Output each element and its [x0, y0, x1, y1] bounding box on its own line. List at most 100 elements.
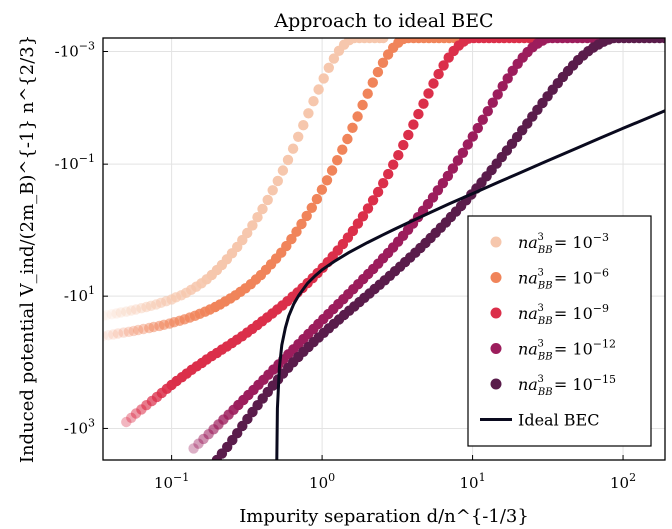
- data-point: [118, 327, 129, 338]
- data-point: [108, 329, 119, 340]
- data-point: [408, 119, 419, 130]
- data-point: [316, 184, 328, 195]
- data-point: [115, 307, 127, 318]
- data-point: [282, 154, 294, 166]
- series-group: [103, 38, 665, 460]
- data-point: [313, 84, 324, 95]
- legend-label-exp: −6: [593, 267, 609, 280]
- legend-label-sup: 3: [538, 268, 544, 279]
- data-point: [286, 233, 297, 245]
- data-point: [112, 328, 124, 339]
- legend-label-eq: =: [554, 233, 573, 252]
- x-tick-label: 10−1: [154, 471, 189, 492]
- series-5: [211, 38, 665, 460]
- data-point: [323, 62, 334, 73]
- data-point: [106, 309, 117, 320]
- data-point: [311, 193, 323, 205]
- data-point: [357, 211, 369, 222]
- data-point: [242, 227, 253, 239]
- x-tick-label: 100: [309, 471, 335, 492]
- data-point: [287, 143, 299, 154]
- data-point: [321, 175, 333, 186]
- legend-label-eq: =: [554, 375, 573, 394]
- y-tick-label: -103: [64, 416, 95, 437]
- ideal-bec-line: [275, 109, 665, 460]
- data-point: [467, 131, 478, 142]
- legend-label: naBB 3 = 10−6: [518, 267, 609, 292]
- x-tick-label-exp: 2: [629, 471, 636, 484]
- x-tick-label: 101: [460, 471, 486, 492]
- data-point: [136, 303, 147, 314]
- legend-label-na: na: [518, 269, 538, 288]
- data-point: [277, 165, 289, 176]
- data-point: [306, 202, 317, 213]
- legend-label-na: na: [518, 340, 538, 359]
- data-point: [378, 38, 389, 44]
- y-tick-label-base: -10: [64, 419, 88, 437]
- data-point: [437, 178, 449, 189]
- legend-label-base: 10: [572, 304, 592, 323]
- data-point: [367, 77, 378, 88]
- data-point: [318, 73, 329, 84]
- data-point: [357, 99, 368, 111]
- legend-label-eq: =: [554, 304, 573, 323]
- legend-marker: [490, 236, 502, 248]
- data-point: [502, 73, 513, 84]
- legend-label-na: na: [518, 304, 538, 323]
- legend-label-exp: −9: [593, 302, 609, 315]
- data-point: [328, 53, 340, 64]
- data-point: [103, 330, 114, 341]
- legend-label-sup: 3: [538, 374, 544, 385]
- legend-label-sup: 3: [538, 339, 544, 350]
- data-point: [457, 147, 469, 158]
- data-point: [337, 144, 348, 155]
- data-point: [393, 150, 404, 161]
- legend-label: naBB 3 = 10−15: [518, 373, 616, 398]
- data-point: [121, 306, 132, 317]
- data-point: [342, 133, 353, 145]
- data-point: [126, 412, 137, 423]
- legend-label-base: 10: [572, 375, 592, 394]
- data-point: [111, 308, 122, 319]
- legend-label-exp: −12: [593, 338, 616, 351]
- x-tick-label-exp: 0: [328, 471, 335, 484]
- data-point: [452, 155, 464, 166]
- data-point: [257, 203, 268, 215]
- legend-label-sub: BB: [537, 387, 553, 398]
- legend-label-exp: −15: [593, 373, 616, 386]
- legend-label-na: na: [518, 375, 538, 394]
- x-axis-label: Impurity separation d/n^{-1/3}: [239, 506, 529, 527]
- plot-frame: [102, 37, 666, 461]
- data-point: [377, 57, 389, 68]
- y-tick-label-exp: 3: [88, 416, 95, 429]
- x-tick-label-base: 10: [154, 474, 173, 492]
- data-point: [659, 38, 665, 44]
- data-point: [126, 305, 137, 316]
- data-point: [262, 194, 273, 206]
- data-point: [103, 330, 109, 342]
- data-point: [398, 139, 409, 151]
- data-point: [326, 165, 338, 176]
- legend-label-ideal-bec: Ideal BEC: [518, 411, 599, 430]
- data-point: [272, 175, 283, 187]
- data-point: [252, 212, 263, 223]
- legend-label-sup: 3: [538, 232, 544, 243]
- y-tick-label-exp: 1: [88, 284, 95, 297]
- x-tick-label-exp: 1: [479, 471, 486, 484]
- y-axis-label: Induced potential V_ind/(2m_B)^{-1} n^{2…: [17, 35, 38, 463]
- y-tick-label: -10−3: [55, 40, 95, 61]
- y-tick-label-base: -10: [55, 43, 79, 61]
- legend-label-sub: BB: [537, 352, 553, 363]
- legend-marker: [490, 307, 502, 319]
- ticks: 10−1 100 101 102-10−3-10−1-101-103: [55, 40, 636, 492]
- data-point: [447, 163, 459, 174]
- data-point: [372, 66, 384, 78]
- data-point: [352, 218, 364, 229]
- data-point: [128, 325, 139, 337]
- x-tick-label-base: 10: [460, 474, 479, 492]
- data-point: [492, 89, 503, 100]
- data-point: [413, 108, 424, 120]
- y-tick-label-base: -10: [55, 155, 79, 173]
